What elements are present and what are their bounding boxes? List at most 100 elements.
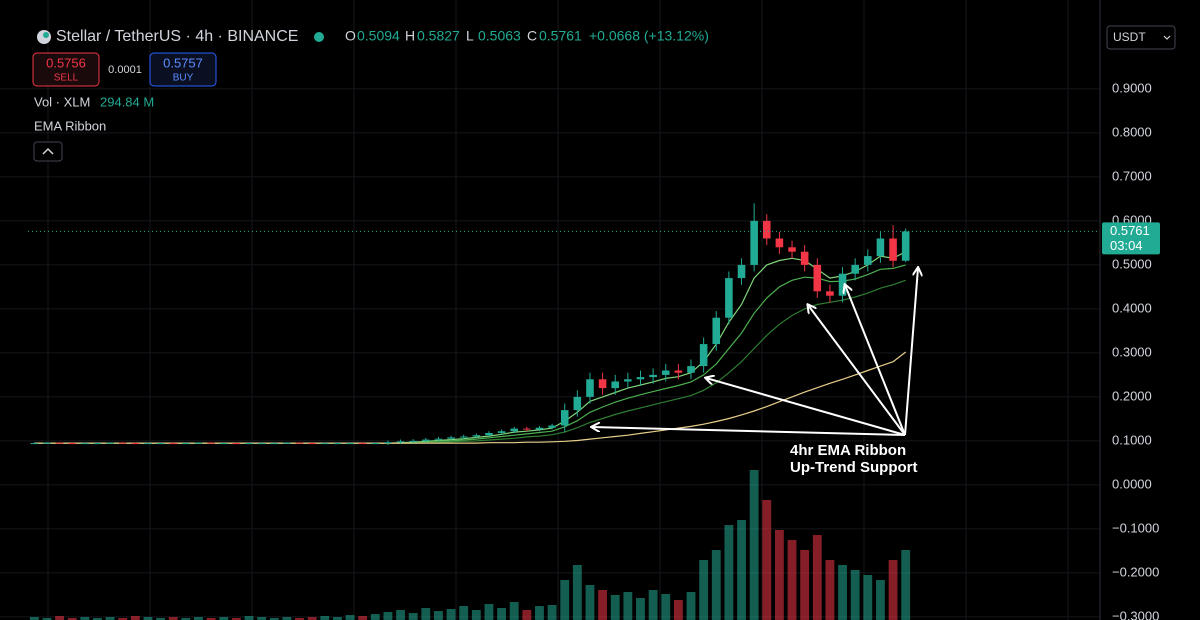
y-tick-label: 0.0000 [1112, 476, 1152, 491]
candle-body [333, 443, 342, 445]
y-tick-label: −0.1000 [1112, 520, 1159, 535]
annotation-text: 4hr EMA Ribbon [790, 442, 906, 459]
candle-body [409, 440, 417, 442]
volume-bar [522, 610, 532, 620]
sell-button[interactable] [32, 52, 100, 87]
candle-body [169, 443, 178, 445]
volume-bar [762, 500, 772, 620]
volume-bar [648, 590, 658, 620]
volume-bar [812, 535, 822, 620]
annotation-arrow [592, 427, 906, 436]
volume-bar [244, 616, 254, 620]
volume-bar [572, 565, 582, 620]
candle-body [459, 436, 468, 438]
candle-body [106, 442, 114, 444]
candle-body [826, 291, 834, 296]
candle-body [636, 377, 645, 380]
volume-bar [471, 610, 481, 620]
sell-price[interactable]: 0.5756 [46, 55, 86, 70]
volume-bar [547, 605, 557, 620]
candle-body [725, 278, 733, 318]
candle-body [838, 273, 847, 296]
candle-body [182, 443, 190, 445]
volume-value: 294.84 M [100, 94, 154, 109]
currency[interactable]: USDT [1113, 30, 1146, 44]
candle-body [535, 427, 544, 430]
candle-body [156, 443, 165, 445]
volume-bar [118, 618, 128, 620]
candle-body [219, 443, 228, 445]
buy-price[interactable]: 0.5757 [163, 55, 203, 70]
volume-bar [686, 592, 696, 620]
y-tick-label: −0.2000 [1112, 564, 1159, 579]
y-tick-label: 0.1000 [1112, 432, 1152, 447]
candle-body [434, 438, 443, 440]
y-tick-label: −0.3000 [1112, 608, 1159, 620]
buy-button[interactable] [149, 52, 217, 87]
volume-bar [396, 610, 405, 620]
volume-bar [269, 618, 279, 620]
candle-body [257, 443, 266, 445]
volume-bar [774, 530, 784, 620]
ema-line [34, 351, 907, 444]
candle-body [775, 238, 784, 248]
volume-bar [257, 617, 267, 620]
volume-name: Vol · XLM [34, 94, 90, 109]
volume-bar [80, 617, 90, 620]
annotation-arrow [706, 378, 906, 436]
candle-body [611, 381, 620, 389]
sell-label[interactable]: SELL [54, 73, 79, 84]
volume-bar [535, 606, 544, 620]
collapse-button[interactable] [33, 141, 63, 162]
candle-body [93, 443, 102, 445]
candle-body [523, 428, 531, 430]
candle-body [750, 220, 758, 265]
volume-bar [42, 618, 52, 620]
candle-body [308, 443, 316, 445]
candle-body [851, 264, 859, 274]
volume-bar [307, 617, 317, 620]
volume-bar [711, 550, 721, 620]
candle-body [674, 370, 683, 373]
candle-body [864, 256, 872, 265]
volume-bar [421, 608, 431, 620]
volume-bar [143, 617, 153, 620]
candle-body [43, 442, 51, 444]
buy-label[interactable]: BUY [173, 73, 194, 84]
candle-body [788, 247, 796, 252]
y-tick-label: 0.8000 [1112, 124, 1152, 139]
status-dot [314, 32, 324, 42]
volume-bar [737, 520, 746, 620]
ohlc-header: O 0.5094 H 0.5827 L 0.5063 C 0.5761 [345, 28, 582, 44]
volume-layer [29, 470, 911, 620]
candle-body [876, 238, 885, 257]
candle-body [598, 379, 607, 389]
candle-body [232, 443, 241, 445]
currency-chevron [1163, 35, 1171, 40]
volume-bar [130, 616, 140, 620]
y-tick-label: 0.7000 [1112, 168, 1152, 183]
candle-body [358, 443, 367, 445]
candle-body [346, 443, 354, 445]
volume-bar [181, 618, 191, 620]
candle-body [699, 344, 708, 367]
candle-body [661, 370, 670, 375]
candle-body [422, 439, 430, 441]
candle-body [624, 379, 632, 382]
volume-bar [585, 585, 595, 620]
currency-select[interactable] [1106, 25, 1176, 50]
candle-body [649, 374, 657, 378]
volume-bar [901, 550, 911, 620]
volume-bar [67, 618, 77, 620]
volume-bar [168, 617, 178, 620]
volume-bar [497, 608, 506, 620]
volume-bar [434, 611, 443, 620]
ohlc-label: H [405, 28, 415, 44]
volume-bar [408, 613, 418, 620]
volume-bar [876, 580, 885, 620]
candle-body [384, 442, 392, 444]
ohlc-value: 0.5094 [357, 28, 400, 44]
candle-body [497, 431, 506, 433]
